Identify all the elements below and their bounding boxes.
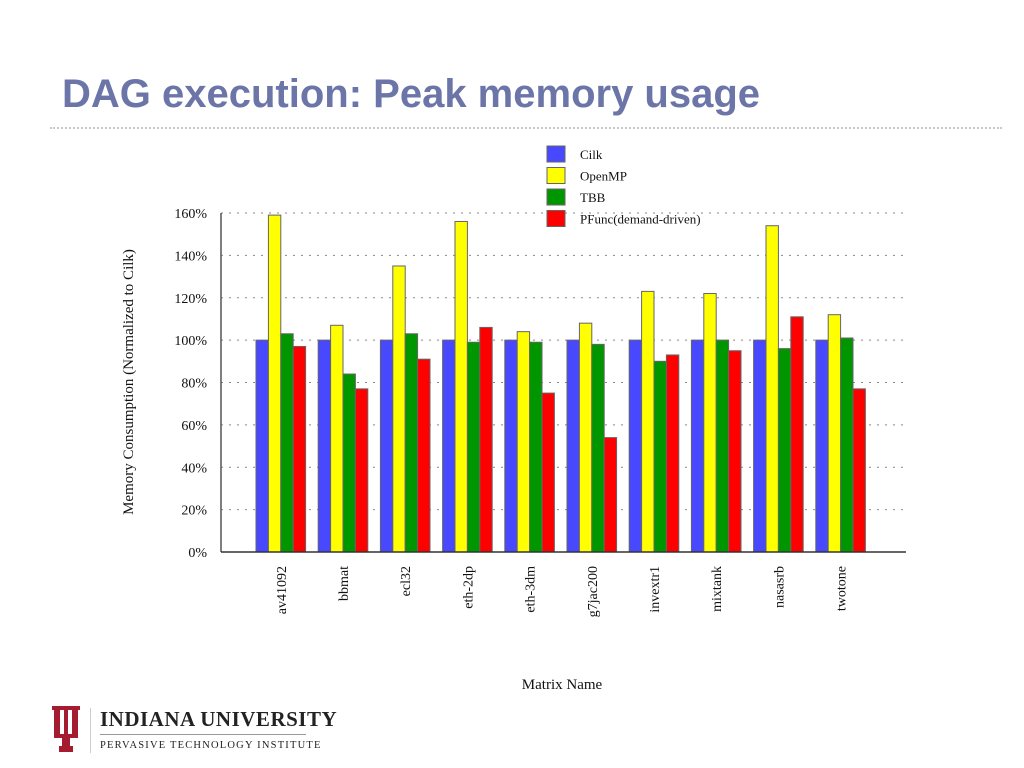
y-tick-label: 20% bbox=[181, 504, 207, 519]
bar-pfunc-twotone bbox=[852, 388, 866, 553]
legend-label: OpenMP bbox=[580, 169, 627, 184]
bar-openmp-nasasrb bbox=[765, 225, 779, 553]
x-tick-label: eth-2dp bbox=[461, 566, 476, 609]
bar-cilk-invextr1 bbox=[628, 339, 643, 553]
x-tick-label: eth-3dm bbox=[524, 566, 539, 613]
bar-openmp-g7jac200 bbox=[578, 322, 593, 553]
bar-tbb-twotone bbox=[840, 337, 854, 553]
bar-openmp-twotone bbox=[827, 314, 842, 553]
y-tick-label: 120% bbox=[174, 292, 207, 307]
bar-openmp-av41092 bbox=[267, 214, 282, 553]
bar-cilk-eth-2dp bbox=[442, 339, 456, 553]
bar-cilk-ecl32 bbox=[379, 339, 394, 553]
legend-swatch-cilk bbox=[546, 145, 566, 163]
bar-cilk-av41092 bbox=[255, 339, 269, 553]
bar-openmp-eth-3dm bbox=[516, 331, 531, 553]
bar-cilk-nasasrb bbox=[753, 339, 767, 553]
y-tick-label: 40% bbox=[181, 461, 207, 476]
logo-divider bbox=[90, 708, 91, 753]
slide-title: DAG execution: Peak memory usage bbox=[62, 72, 761, 116]
bar-tbb-mixtank bbox=[715, 339, 730, 553]
legend-swatch-openmp bbox=[546, 167, 566, 184]
bar-openmp-invextr1 bbox=[641, 290, 655, 553]
bar-pfunc-bbmat bbox=[354, 388, 369, 553]
logo-rule bbox=[100, 734, 306, 735]
bar-tbb-av41092 bbox=[280, 333, 294, 553]
bar-chart: 0% 20% 40% 60% 80% 100% 120% 140% 160% av41092 bbm… bbox=[121, 145, 906, 693]
y-tick-label: 60% bbox=[181, 419, 207, 434]
legend-swatch-tbb bbox=[546, 188, 566, 206]
x-tick-label: invextr1 bbox=[648, 566, 663, 613]
y-tick-label: 160% bbox=[174, 207, 207, 222]
iu-trident-logo bbox=[50, 704, 82, 759]
bar-tbb-g7jac200 bbox=[591, 343, 605, 553]
x-tick-label: nasasrb bbox=[772, 566, 787, 608]
x-tick-label: mixtank bbox=[710, 566, 725, 612]
legend-label: TBB bbox=[580, 190, 606, 205]
legend-label: PFunc(demand-driven) bbox=[580, 212, 701, 227]
y-tick-label: 80% bbox=[181, 377, 207, 392]
bar-tbb-eth-3dm bbox=[529, 341, 543, 553]
bar-pfunc-ecl32 bbox=[417, 358, 431, 553]
y-tick-label: 0% bbox=[188, 546, 207, 561]
y-axis-label: Memory Consumption (Normalized to Cilk) bbox=[121, 249, 137, 515]
bar-cilk-mixtank bbox=[690, 339, 705, 553]
y-tick-label: 100% bbox=[174, 334, 207, 349]
x-axis-label: Matrix Name bbox=[522, 677, 603, 693]
bar-cilk-eth-3dm bbox=[504, 339, 518, 553]
x-tick-label: ecl32 bbox=[399, 566, 414, 596]
bar-cilk-twotone bbox=[815, 339, 829, 553]
x-tick-label: av41092 bbox=[275, 566, 290, 614]
legend-swatch-pfunc bbox=[546, 210, 566, 227]
legend-label: Cilk bbox=[580, 147, 603, 162]
y-tick-label: 140% bbox=[174, 249, 207, 264]
title-divider bbox=[50, 127, 1002, 129]
bar-openmp-bbmat bbox=[330, 324, 344, 553]
bar-cilk-g7jac200 bbox=[566, 339, 580, 553]
bar-tbb-nasasrb bbox=[777, 348, 792, 553]
x-tick-label: bbmat bbox=[337, 566, 352, 601]
bar-tbb-invextr1 bbox=[653, 360, 667, 553]
bar-cilk-bbmat bbox=[317, 339, 332, 553]
x-tick-label: twotone bbox=[835, 566, 850, 611]
bar-openmp-eth-2dp bbox=[454, 220, 468, 553]
bar-pfunc-nasasrb bbox=[790, 316, 804, 553]
logo-university-name: INDIANA UNIVERSITY bbox=[100, 707, 338, 731]
bar-pfunc-invextr1 bbox=[665, 354, 680, 553]
bar-pfunc-eth-2dp bbox=[479, 326, 493, 553]
bar-pfunc-eth-3dm bbox=[541, 392, 555, 553]
bar-tbb-ecl32 bbox=[404, 333, 419, 553]
bar-tbb-eth-2dp bbox=[466, 341, 481, 553]
bar-tbb-bbmat bbox=[342, 373, 356, 553]
bar-openmp-mixtank bbox=[703, 293, 717, 553]
bar-pfunc-mixtank bbox=[728, 350, 742, 553]
logo-institute-name: PERVASIVE TECHNOLOGY INSTITUTE bbox=[100, 740, 322, 751]
x-tick-label: g7jac200 bbox=[586, 566, 601, 617]
bar-openmp-ecl32 bbox=[392, 265, 406, 553]
bar-pfunc-av41092 bbox=[292, 345, 307, 553]
bar-pfunc-g7jac200 bbox=[603, 437, 618, 553]
